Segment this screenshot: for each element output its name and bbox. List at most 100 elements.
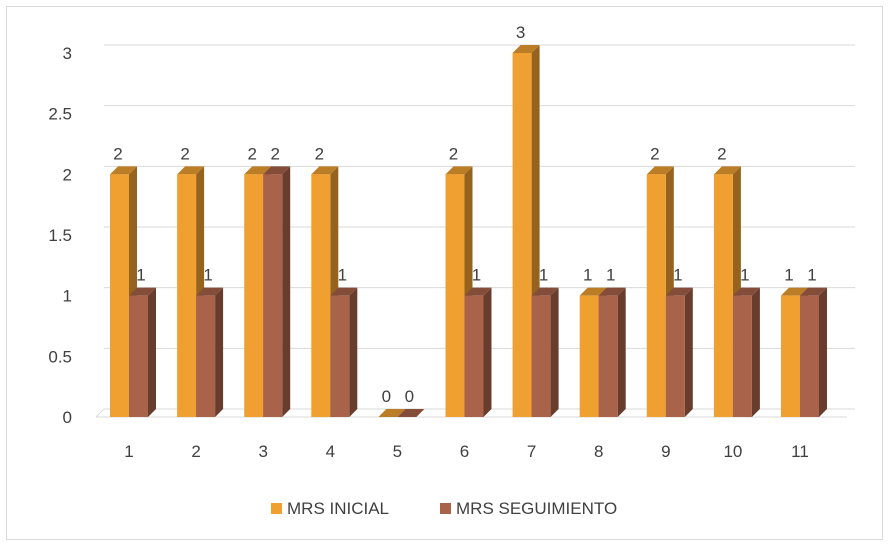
bar-front	[311, 174, 331, 417]
data-label: 2	[270, 144, 279, 163]
data-label: 1	[203, 266, 212, 285]
bar-front	[800, 295, 819, 417]
bar-side	[751, 287, 760, 417]
data-label: 1	[136, 266, 145, 285]
bar-seguimiento	[196, 287, 224, 417]
bar-side	[349, 287, 358, 417]
legend: MRS INICIAL MRS SEGUIMIENTO	[271, 499, 617, 518]
x-tick-label: 1	[124, 442, 133, 461]
x-tick-label: 4	[326, 442, 335, 461]
bar-front	[598, 295, 618, 417]
bar-front	[665, 295, 685, 417]
x-tick-label: 5	[393, 442, 402, 461]
bar-front	[732, 295, 752, 417]
bar-seguimiento	[464, 287, 492, 417]
bar-seguimiento	[598, 287, 626, 417]
data-label: 1	[583, 266, 592, 285]
bar-side	[684, 287, 693, 417]
legend-label: MRS INICIAL	[287, 499, 389, 518]
bar-seguimiento	[330, 287, 358, 417]
y-tick-label: 2	[63, 165, 72, 184]
bar-top	[244, 166, 272, 175]
bar-seguimiento	[129, 287, 156, 417]
bar-top	[378, 409, 406, 417]
bar-side	[550, 287, 559, 417]
y-axis: 0 0.5 1 1.5 2 2.5 3	[48, 44, 72, 427]
data-label: 0	[382, 387, 391, 406]
data-label: 2	[315, 144, 324, 163]
bar-side	[215, 287, 224, 417]
data-label: 2	[113, 144, 122, 163]
bar-top	[512, 45, 540, 53]
bar-top	[110, 166, 137, 175]
data-label: 1	[807, 266, 816, 285]
bar-top	[781, 287, 808, 296]
y-tick-label: 0.5	[48, 347, 72, 366]
bar-top	[263, 166, 291, 175]
data-label: 1	[740, 266, 749, 285]
data-label: 1	[673, 266, 682, 285]
y-tick-label: 1.5	[48, 226, 72, 245]
bar-front	[110, 174, 129, 417]
y-tick-label: 0	[63, 408, 72, 427]
x-tick-label: 9	[661, 442, 670, 461]
bar-side	[148, 287, 156, 417]
bar-top	[397, 409, 425, 417]
bar-top	[311, 166, 339, 175]
bar-front	[512, 53, 532, 417]
floor-edge	[95, 408, 105, 418]
data-label: 2	[180, 144, 189, 163]
bar-top	[129, 287, 156, 296]
bar-front	[713, 174, 733, 417]
data-label: 1	[472, 266, 481, 285]
data-label: 2	[247, 144, 256, 163]
legend-item-seguimiento: MRS SEGUIMIENTO	[440, 499, 617, 518]
bar-seguimiento	[800, 287, 827, 417]
y-tick-label: 3	[63, 44, 72, 63]
y-tick-label: 2.5	[48, 105, 72, 124]
bar-inicial	[378, 409, 406, 417]
bar-front	[244, 174, 264, 417]
bar-front	[464, 295, 484, 417]
bar-front	[579, 295, 599, 417]
bar-front	[129, 295, 148, 417]
bar-top	[598, 287, 626, 296]
bar-front	[330, 295, 350, 417]
bar-top	[713, 166, 741, 175]
bar-seguimiento	[263, 166, 291, 417]
bar-front	[196, 295, 216, 417]
bars	[110, 45, 827, 417]
bar-front	[646, 174, 666, 417]
bar-front	[445, 174, 465, 417]
bar-side	[819, 287, 827, 417]
bar-top	[665, 287, 693, 296]
data-label: 0	[405, 387, 414, 406]
legend-item-inicial: MRS INICIAL	[271, 499, 389, 518]
x-tick-label: 3	[258, 442, 267, 461]
bar-front	[781, 295, 800, 417]
bar-front	[263, 174, 283, 417]
data-label: 3	[516, 23, 525, 42]
bar-seguimiento	[665, 287, 693, 417]
bar-top	[579, 287, 607, 296]
bar-top	[732, 287, 760, 296]
x-tick-label: 7	[527, 442, 536, 461]
legend-swatch	[271, 503, 282, 514]
bar-top	[445, 166, 473, 175]
data-label: 2	[449, 144, 458, 163]
data-label: 2	[650, 144, 659, 163]
data-label: 1	[539, 266, 548, 285]
legend-label: MRS SEGUIMIENTO	[456, 499, 617, 518]
bar-seguimiento	[531, 287, 559, 417]
data-label: 2	[717, 144, 726, 163]
x-tick-label: 6	[460, 442, 469, 461]
bar-side	[282, 166, 291, 417]
y-tick-label: 1	[63, 287, 72, 306]
x-tick-label: 2	[191, 442, 200, 461]
bar-top	[531, 287, 559, 296]
bar-top	[196, 287, 224, 296]
bar-top	[177, 166, 205, 175]
bar-top	[464, 287, 492, 296]
